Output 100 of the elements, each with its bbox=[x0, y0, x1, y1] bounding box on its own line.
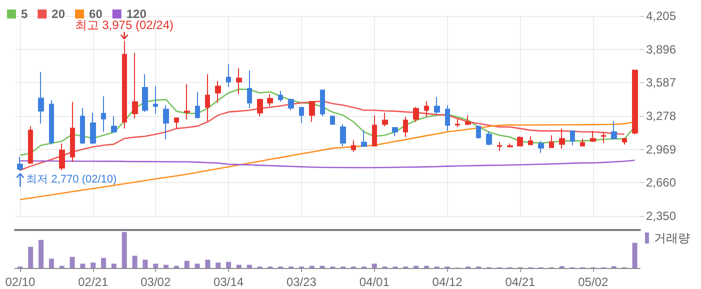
candlestick bbox=[195, 91, 200, 120]
x-tick-label: 05/02 bbox=[578, 275, 608, 289]
bar bbox=[80, 264, 86, 268]
candlestick bbox=[507, 143, 513, 148]
candlestick bbox=[424, 100, 429, 118]
y-tick-label: 2,969 bbox=[646, 142, 676, 156]
bar bbox=[142, 260, 148, 268]
candlestick bbox=[622, 137, 627, 146]
bar bbox=[38, 240, 44, 268]
candlestick bbox=[142, 74, 148, 112]
bar bbox=[372, 264, 377, 268]
legend-label: 5 bbox=[21, 7, 28, 21]
bar bbox=[90, 262, 96, 268]
candlestick bbox=[309, 100, 315, 122]
candlestick bbox=[288, 98, 294, 111]
x-tick-label: 04/01 bbox=[359, 275, 390, 289]
annotation: 최고 3,975 (02/24) bbox=[74, 18, 174, 32]
x-tick-label: 03/02 bbox=[140, 275, 171, 289]
candlestick bbox=[382, 112, 388, 127]
candlestick bbox=[528, 136, 533, 146]
y-tick-label: 3,587 bbox=[646, 76, 676, 90]
bar bbox=[132, 256, 138, 268]
candlestick bbox=[476, 126, 481, 140]
bar bbox=[111, 264, 116, 268]
candlestick bbox=[90, 112, 96, 145]
y-tick-label: 3,278 bbox=[646, 108, 676, 123]
candlestick bbox=[465, 114, 471, 126]
candlestick bbox=[351, 140, 356, 152]
bar bbox=[122, 232, 127, 268]
candlestick bbox=[403, 116, 408, 138]
candlestick bbox=[215, 80, 221, 104]
candlestick bbox=[538, 140, 544, 154]
candlestick bbox=[330, 116, 335, 125]
candlestick bbox=[101, 96, 106, 132]
bar bbox=[153, 264, 158, 268]
line-series bbox=[20, 160, 636, 168]
candlestick bbox=[549, 134, 554, 148]
y-tick-label: 3,896 bbox=[646, 42, 676, 56]
candlestick bbox=[413, 106, 419, 122]
candlestick bbox=[49, 100, 54, 145]
candlestick bbox=[28, 126, 33, 164]
candlestick bbox=[570, 130, 575, 146]
candlestick bbox=[59, 143, 65, 171]
bar bbox=[101, 258, 106, 268]
bar bbox=[226, 262, 232, 268]
bar bbox=[184, 260, 190, 268]
y-tick-label: 2,350 bbox=[646, 209, 676, 223]
candlestick bbox=[174, 117, 179, 130]
candlestick bbox=[17, 156, 23, 172]
bar bbox=[632, 242, 638, 268]
candlestick bbox=[455, 118, 460, 128]
candlestick bbox=[559, 128, 565, 150]
candlestick bbox=[80, 107, 85, 144]
candlestick bbox=[257, 98, 263, 117]
annotation: 최저 2,770 (02/10) bbox=[26, 174, 117, 186]
candlestick bbox=[340, 124, 346, 147]
candlestick bbox=[611, 120, 617, 140]
candlestick bbox=[392, 126, 398, 137]
candlestick bbox=[184, 84, 190, 120]
candlestick bbox=[372, 114, 377, 147]
candlestick bbox=[580, 138, 585, 146]
candlestick bbox=[163, 104, 169, 140]
candlestick bbox=[38, 71, 44, 124]
candlestick bbox=[153, 86, 158, 114]
candlestick bbox=[632, 70, 638, 135]
candlestick bbox=[205, 74, 210, 122]
candlestick bbox=[486, 131, 492, 146]
legend-label: 거래량 bbox=[654, 231, 690, 245]
bar bbox=[205, 260, 210, 268]
bar bbox=[216, 262, 221, 268]
candlestick bbox=[236, 68, 242, 95]
bar bbox=[246, 264, 252, 268]
bar bbox=[70, 256, 75, 268]
y-tick-label: 2,660 bbox=[646, 176, 676, 190]
candlestick bbox=[70, 101, 75, 162]
bar bbox=[194, 264, 200, 268]
candlestick bbox=[361, 130, 367, 148]
candlestick bbox=[299, 107, 304, 124]
line-series bbox=[20, 100, 626, 171]
candlestick bbox=[517, 136, 523, 146]
x-tick-label: 02/10 bbox=[5, 275, 36, 289]
x-tick-label: 02/21 bbox=[78, 275, 108, 289]
candlestick bbox=[267, 94, 273, 107]
bar bbox=[28, 246, 34, 268]
candlestick bbox=[445, 104, 450, 132]
candlestick bbox=[132, 52, 138, 120]
bar bbox=[164, 264, 169, 268]
candlestick bbox=[226, 64, 231, 88]
legend-label: 20 bbox=[52, 7, 66, 21]
candlestick bbox=[247, 70, 252, 108]
candlestick bbox=[601, 131, 606, 144]
y-tick-label: 4,205 bbox=[646, 9, 676, 23]
candlestick bbox=[434, 96, 440, 115]
bar bbox=[236, 264, 242, 268]
candlestick bbox=[590, 130, 596, 142]
x-tick-label: 03/14 bbox=[214, 275, 244, 289]
candlestick bbox=[111, 116, 117, 133]
candlestick bbox=[278, 90, 283, 102]
bar bbox=[48, 258, 54, 268]
x-tick-label: 03/23 bbox=[286, 275, 317, 289]
